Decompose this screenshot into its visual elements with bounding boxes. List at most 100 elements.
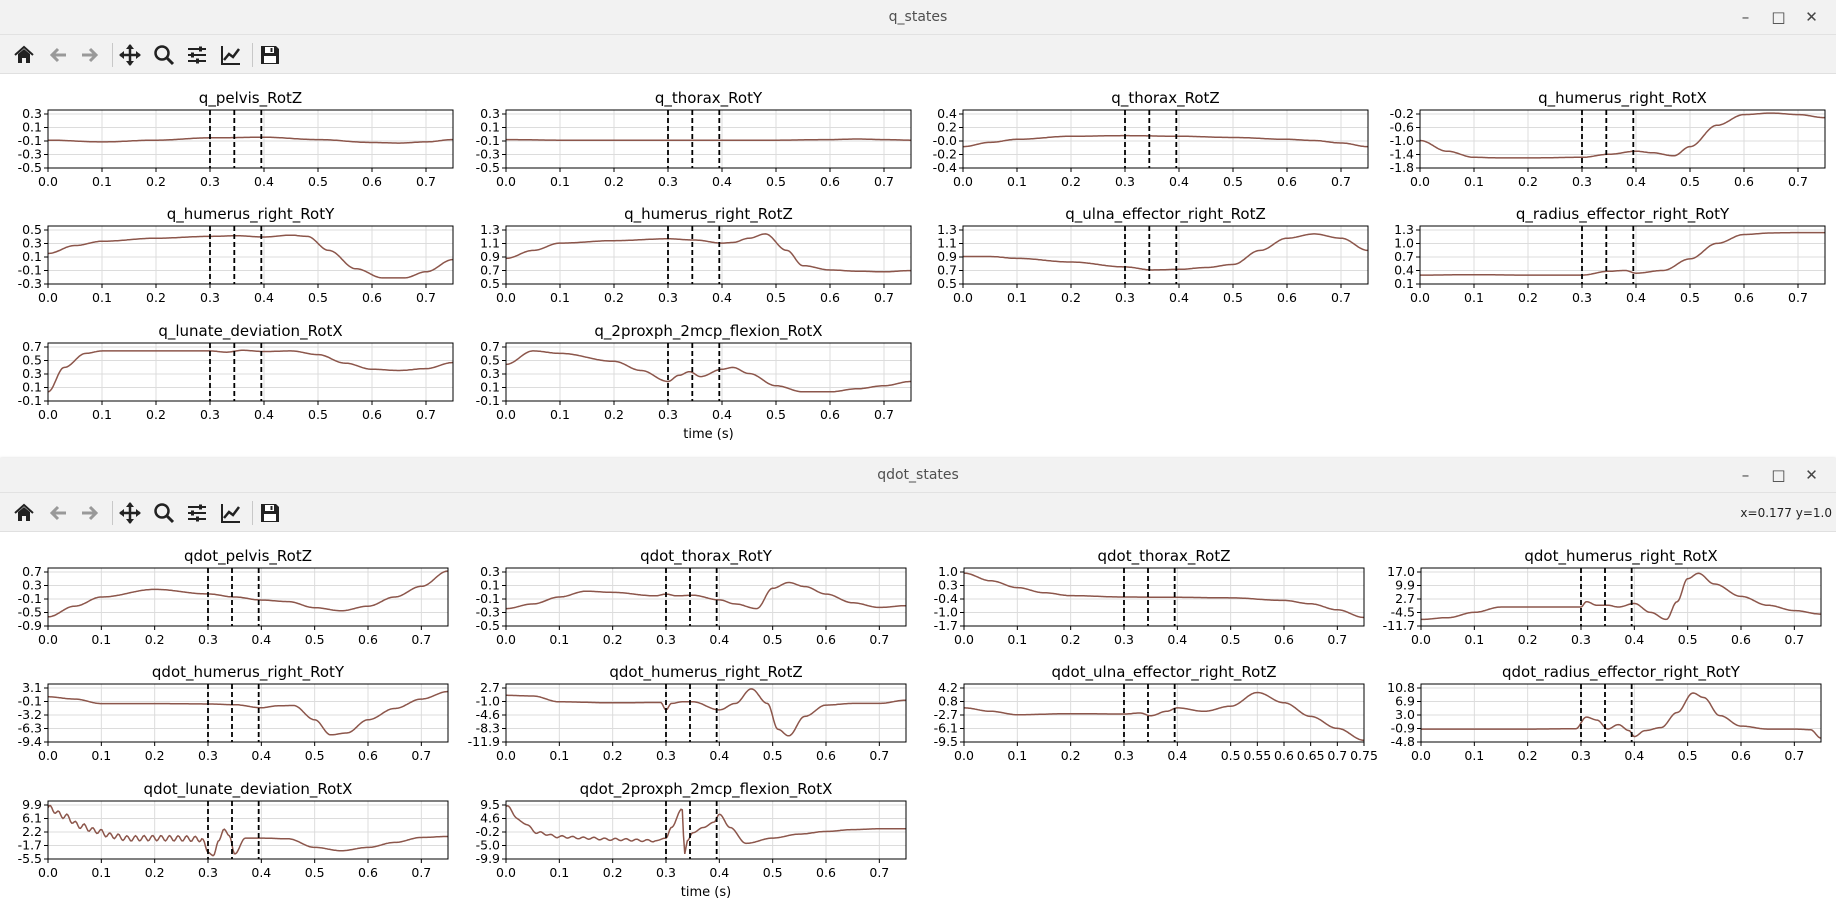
- x-tick-label: 0.5: [1223, 290, 1243, 305]
- subplot-title: qdot_humerus_right_RotZ: [609, 663, 802, 682]
- pan-button[interactable]: [117, 500, 143, 526]
- subplot[interactable]: 1.31.00.70.40.10.0 0.1 0.2 0.3 0.4 0.5 0.6 0.7q…: [1394, 205, 1826, 305]
- figure-canvas[interactable]: 0.3 0.1 -0.1 -0.3 -0.5 0.0 0.1 0.2 0.3 0.4 0.5 0.6 0…: [0, 74, 1836, 458]
- edit-axis-button[interactable]: [218, 42, 244, 68]
- y-tick-label: 0.3: [480, 564, 500, 579]
- window-titlebar[interactable]: qdot_states – □ ✕: [0, 458, 1836, 493]
- save-button[interactable]: [257, 42, 283, 68]
- x-tick-label: 0.1: [550, 290, 570, 305]
- x-tick-label: 0.7: [1784, 632, 1804, 647]
- x-tick-label: 0.2: [146, 174, 166, 189]
- minimize-button[interactable]: –: [1741, 8, 1750, 26]
- x-tick-label: 0.3: [1114, 748, 1134, 763]
- subplot[interactable]: 0.70.50.30.1-0.10.0 0.1 0.2 0.3 0.4 0.5 0.6 0.7…: [18, 322, 454, 422]
- zoom-button[interactable]: [151, 500, 177, 526]
- series-line: [506, 350, 911, 393]
- zoom-button[interactable]: [151, 42, 177, 68]
- y-tick-label: 0.3: [22, 236, 42, 251]
- configure-subplots-icon: [188, 504, 206, 522]
- configure-subplots-button[interactable]: [184, 500, 210, 526]
- maximize-button[interactable]: □: [1771, 8, 1786, 26]
- x-tick-label: 0.3: [1571, 632, 1591, 647]
- pan-button[interactable]: [117, 42, 143, 68]
- x-tick-label: 0.7: [874, 174, 894, 189]
- edit-axis-icon: [221, 46, 240, 65]
- subplot[interactable]: 0.30.1-0.1-0.3-0.50.0 0.1 0.2 0.3 0.4 0.5 0.6 0…: [18, 89, 454, 189]
- x-tick-label: 0.6: [358, 632, 378, 647]
- y-tick-label: -0.1: [18, 591, 42, 606]
- save-button[interactable]: [257, 500, 283, 526]
- y-tick-label: 0.9: [937, 249, 957, 264]
- x-tick-label: 0.6: [362, 290, 382, 305]
- y-tick-label: 0.7: [480, 339, 500, 354]
- subplot[interactable]: 1.31.10.90.70.50.0 0.1 0.2 0.3 0.4 0.5 0.6 0.7q…: [480, 205, 912, 305]
- series-line: [48, 349, 453, 393]
- subplot[interactable]: 0.30.1-0.1-0.3-0.50.0 0.1 0.2 0.3 0.4 0.5 0.6 0…: [476, 547, 907, 647]
- y-tick-label: 0.8: [938, 694, 958, 709]
- edit-axis-button[interactable]: [218, 500, 244, 526]
- x-tick-label: 0.5: [763, 632, 783, 647]
- plot-area: [48, 801, 448, 859]
- x-tick-label: 0.1: [1464, 290, 1484, 305]
- subplot-title: q_humerus_right_RotX: [1538, 89, 1707, 108]
- x-tick-label: 0.6: [362, 407, 382, 422]
- y-tick-label: -0.3: [18, 276, 42, 291]
- y-tick-label: 0.5: [22, 222, 42, 237]
- home-icon: [14, 503, 34, 521]
- x-tick-label: 0.5: [305, 632, 325, 647]
- y-tick-label: -0.1: [476, 133, 500, 148]
- x-tick-label: 0.4: [1169, 290, 1189, 305]
- subplot[interactable]: 0.40.2-0.0-0.2-0.40.0 0.1 0.2 0.3 0.4 0.5 0.6 0…: [933, 89, 1369, 189]
- close-button[interactable]: ✕: [1805, 8, 1818, 26]
- forward-button[interactable]: [77, 500, 103, 526]
- subplot-title: q_pelvis_RotZ: [199, 89, 302, 108]
- figure-svg[interactable]: 0.30.1-0.1-0.3-0.50.0 0.1 0.2 0.3 0.4 0.5 0.6 0…: [0, 74, 1836, 458]
- x-tick-label: 0.6: [358, 865, 378, 880]
- minimize-button[interactable]: –: [1741, 466, 1750, 484]
- home-button[interactable]: [11, 500, 37, 526]
- subplot[interactable]: 0.70.50.30.1-0.10.0 0.1 0.2 0.3 0.4 0.5 0.6 0.7…: [476, 322, 912, 422]
- x-tick-label: 0.3: [198, 865, 218, 880]
- y-tick-label: -0.6: [1390, 120, 1414, 135]
- maximize-button[interactable]: □: [1771, 466, 1786, 484]
- subplot[interactable]: 17.09.92.7-4.5-11.70.0 0.1 0.2 0.3 0.4 0.5 0.6…: [1383, 547, 1822, 647]
- subplot[interactable]: 1.00.3-0.4-1.0-1.70.0 0.1 0.2 0.3 0.4 0.5 0.6 0…: [934, 547, 1365, 647]
- back-button[interactable]: [45, 42, 71, 68]
- subplot[interactable]: 2.7-1.0-4.6-8.3-11.90.0 0.1 0.2 0.3 0.4 0.5 0.…: [468, 663, 907, 763]
- x-tick-label: 0.6: [816, 632, 836, 647]
- series-line: [1421, 572, 1821, 621]
- window-titlebar[interactable]: q_states – □ ✕: [0, 0, 1836, 35]
- x-tick-label: 0.3: [656, 632, 676, 647]
- subplot[interactable]: 0.70.3-0.1-0.5-0.90.0 0.1 0.2 0.3 0.4 0.5 0.6 0…: [18, 547, 449, 647]
- axes-frame: [1419, 225, 1826, 285]
- forward-button[interactable]: [77, 42, 103, 68]
- figure-svg[interactable]: 0.70.3-0.1-0.5-0.90.0 0.1 0.2 0.3 0.4 0.5 0.6 0…: [0, 532, 1836, 913]
- series-line: [506, 688, 906, 737]
- window-title: q_states: [888, 9, 948, 25]
- subplot[interactable]: 9.96.12.2-1.7-5.50.0 0.1 0.2 0.3 0.4 0.5 0.6 0.…: [18, 780, 449, 880]
- x-tick-label: 0.0: [496, 407, 516, 422]
- subplot[interactable]: 4.20.8-2.7-6.1-9.50.0 0.1 0.2 0.3 0.4 0.5 0.55…: [934, 663, 1378, 763]
- series-line: [1420, 112, 1825, 159]
- subplot[interactable]: 10.86.93.0-0.9-4.80.0 0.1 0.2 0.3 0.4 0.5 0.6 0…: [1387, 663, 1822, 763]
- x-tick-label: 0.4: [712, 174, 732, 189]
- subplot[interactable]: 1.31.10.90.70.50.0 0.1 0.2 0.3 0.4 0.5 0.6 0.7q…: [937, 205, 1369, 305]
- close-button[interactable]: ✕: [1805, 466, 1818, 484]
- plot-area: [1421, 568, 1821, 626]
- y-tick-label: -1.0: [934, 605, 958, 620]
- subplot[interactable]: 0.30.1-0.1-0.3-0.50.0 0.1 0.2 0.3 0.4 0.5 0.6 0…: [476, 89, 912, 189]
- back-button[interactable]: [45, 500, 71, 526]
- x-tick-label: 0.0: [954, 632, 974, 647]
- subplot[interactable]: 9.54.6-0.2-5.0-9.90.0 0.1 0.2 0.3 0.4 0.5 0.6 0…: [476, 780, 907, 880]
- subplot[interactable]: 0.50.30.1-0.1-0.30.0 0.1 0.2 0.3 0.4 0.5 0.6 0.…: [18, 205, 454, 305]
- x-tick-label: 0.4: [709, 632, 729, 647]
- x-tick-label: 0.0: [38, 748, 58, 763]
- configure-subplots-button[interactable]: [184, 42, 210, 68]
- subplot[interactable]: 3.1-0.1-3.2-6.3-9.40.0 0.1 0.2 0.3 0.4 0.5 0.6…: [18, 663, 449, 763]
- y-tick-label: 0.7: [937, 263, 957, 278]
- home-button[interactable]: [11, 42, 37, 68]
- subplot[interactable]: -0.2-0.6-1.0-1.4-1.80.0 0.1 0.2 0.3 0.4 0.5 0.…: [1390, 89, 1826, 189]
- x-tick-label: 0.2: [145, 748, 165, 763]
- figure-canvas[interactable]: 0.7 0.3 -0.1 -0.5 -0.9 0.0 0.1 0.2 0.3 0.4 0.5 0.6 0…: [0, 532, 1836, 913]
- axes-frame: [505, 109, 912, 169]
